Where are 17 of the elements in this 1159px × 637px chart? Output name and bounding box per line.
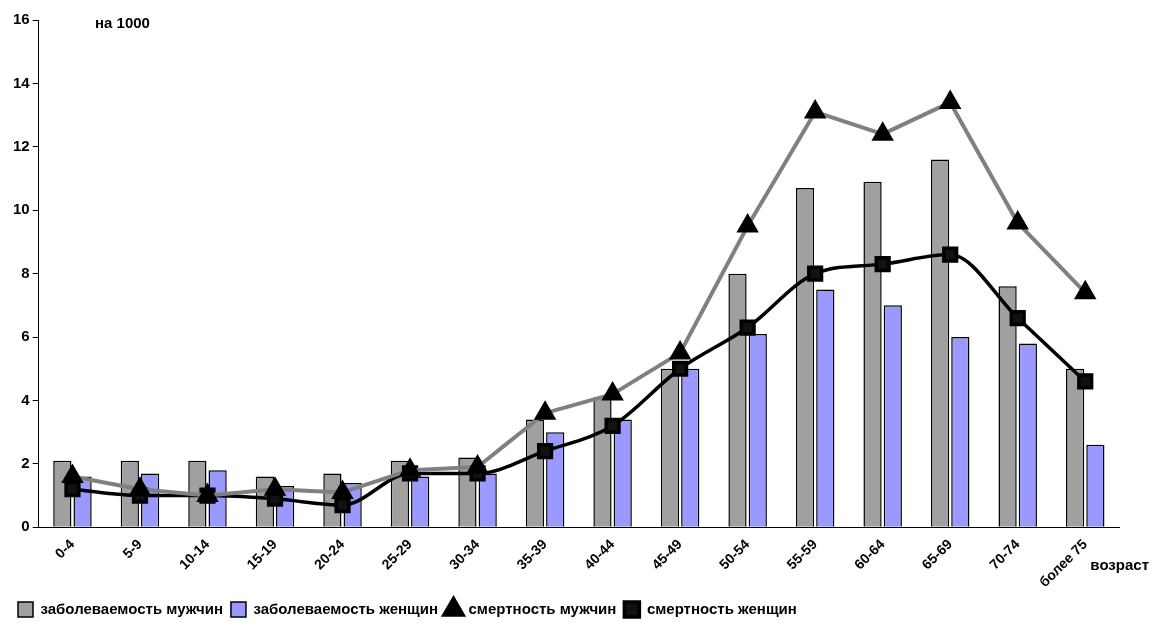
y-tick-label: 8 <box>21 263 30 281</box>
y-tick-label: 14 <box>13 73 31 91</box>
x-axis-title: возраст <box>1090 556 1149 573</box>
y-axis-title: на 1000 <box>95 14 150 31</box>
legend-label: смертность женщин <box>646 599 797 617</box>
x-tick-label: 5-9 <box>119 535 145 562</box>
y-tick-label: 12 <box>13 136 30 154</box>
y-tick-label: 6 <box>21 327 30 345</box>
y-tick-label: 16 <box>13 10 30 28</box>
y-tick-label: 2 <box>21 454 30 472</box>
y-tick-label: 4 <box>21 390 31 408</box>
legend-label: заболеваемость мужчин <box>40 599 223 617</box>
y-tick-label: 10 <box>13 200 30 218</box>
y-tick-label: 0 <box>21 517 30 535</box>
legend-label: смертность мужчин <box>468 599 617 617</box>
x-tick-label: 0-4 <box>51 535 78 562</box>
legend-label: заболеваемость женщин <box>253 599 439 617</box>
